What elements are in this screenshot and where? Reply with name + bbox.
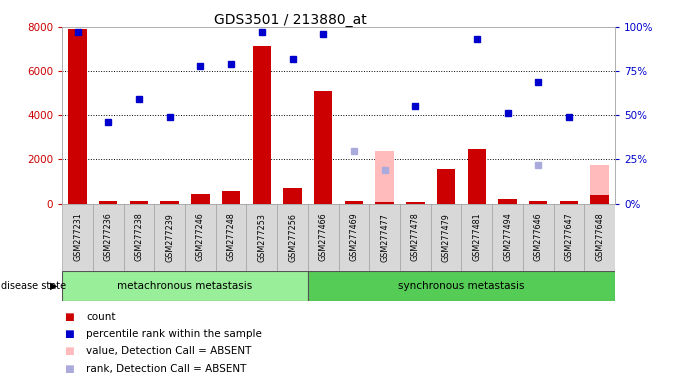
Text: metachronous metastasis: metachronous metastasis: [117, 281, 253, 291]
Bar: [560, 201, 578, 204]
Text: GSM277239: GSM277239: [165, 213, 174, 262]
Bar: [375, 202, 394, 204]
Bar: [124, 204, 154, 271]
Bar: [462, 204, 492, 271]
Text: rank, Detection Call = ABSENT: rank, Detection Call = ABSENT: [86, 364, 247, 374]
Bar: [492, 204, 523, 271]
Bar: [62, 204, 93, 271]
Text: count: count: [86, 312, 116, 322]
Text: value, Detection Call = ABSENT: value, Detection Call = ABSENT: [86, 346, 252, 356]
Text: GSM277479: GSM277479: [442, 213, 451, 262]
Text: ■: ■: [64, 346, 74, 356]
Bar: [314, 91, 332, 204]
Bar: [185, 204, 216, 271]
Text: GSM277647: GSM277647: [565, 213, 574, 262]
Text: GSM277253: GSM277253: [257, 213, 266, 262]
Bar: [553, 204, 585, 271]
Bar: [191, 194, 209, 204]
Bar: [590, 165, 609, 204]
Text: disease state: disease state: [1, 281, 66, 291]
Bar: [375, 151, 394, 204]
Bar: [437, 169, 455, 204]
Bar: [253, 46, 271, 204]
Text: ■: ■: [64, 312, 74, 322]
Bar: [369, 204, 400, 271]
Text: synchronous metastasis: synchronous metastasis: [398, 281, 524, 291]
Text: ■: ■: [64, 364, 74, 374]
Bar: [247, 204, 277, 271]
Text: GSM277478: GSM277478: [411, 213, 420, 262]
Text: GSM277646: GSM277646: [533, 213, 542, 262]
Text: GSM277231: GSM277231: [73, 213, 82, 262]
Bar: [154, 204, 185, 271]
Text: GSM277256: GSM277256: [288, 213, 297, 262]
Bar: [523, 204, 553, 271]
Bar: [216, 204, 247, 271]
Bar: [430, 204, 462, 271]
Text: GSM277246: GSM277246: [196, 213, 205, 262]
Text: GSM277238: GSM277238: [135, 213, 144, 262]
Bar: [498, 199, 517, 204]
Bar: [130, 201, 148, 204]
Bar: [308, 204, 339, 271]
Bar: [529, 201, 547, 204]
Text: GSM277236: GSM277236: [104, 213, 113, 262]
Bar: [400, 204, 430, 271]
Bar: [406, 202, 424, 204]
Bar: [585, 204, 615, 271]
Text: GDS3501 / 213880_at: GDS3501 / 213880_at: [214, 13, 367, 27]
Bar: [62, 271, 308, 301]
Bar: [339, 204, 369, 271]
Bar: [277, 204, 308, 271]
Bar: [160, 201, 179, 204]
Text: GSM277477: GSM277477: [380, 213, 389, 262]
Bar: [222, 191, 240, 204]
Text: GSM277648: GSM277648: [595, 213, 604, 262]
Text: ■: ■: [64, 329, 74, 339]
Bar: [68, 29, 87, 204]
Text: GSM277466: GSM277466: [319, 213, 328, 262]
Bar: [308, 271, 615, 301]
Text: GSM277469: GSM277469: [350, 213, 359, 262]
Text: GSM277248: GSM277248: [227, 213, 236, 262]
Bar: [590, 195, 609, 204]
Bar: [93, 204, 124, 271]
Bar: [99, 201, 117, 204]
Text: ▶: ▶: [50, 281, 58, 291]
Bar: [345, 201, 363, 204]
Bar: [283, 188, 302, 204]
Text: GSM277481: GSM277481: [472, 213, 482, 262]
Text: GSM277494: GSM277494: [503, 213, 512, 262]
Text: percentile rank within the sample: percentile rank within the sample: [86, 329, 263, 339]
Bar: [468, 149, 486, 204]
